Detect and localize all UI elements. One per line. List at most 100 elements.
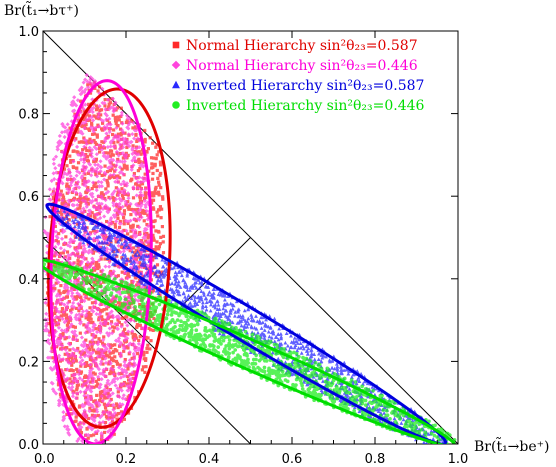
data-point — [84, 432, 89, 438]
data-point — [71, 300, 76, 306]
data-point — [142, 160, 146, 164]
data-point — [88, 162, 93, 167]
data-point — [53, 311, 57, 316]
data-point — [76, 346, 80, 351]
data-point — [86, 432, 91, 438]
data-point — [123, 320, 128, 325]
data-point — [113, 299, 117, 304]
data-point — [87, 248, 92, 253]
data-point — [58, 210, 62, 214]
data-point — [62, 334, 67, 339]
data-point — [97, 250, 102, 255]
data-point — [292, 350, 296, 355]
data-point — [68, 361, 73, 366]
data-point — [45, 317, 50, 322]
data-point — [78, 420, 83, 425]
data-point — [228, 311, 233, 315]
data-point — [65, 164, 69, 168]
data-point — [92, 236, 97, 241]
data-point — [130, 235, 134, 239]
data-point — [81, 250, 86, 256]
data-point — [102, 350, 106, 354]
data-point — [91, 359, 96, 364]
data-point — [103, 360, 109, 366]
data-point — [85, 158, 90, 163]
data-point — [129, 212, 133, 217]
data-point — [259, 326, 264, 330]
data-point — [50, 367, 55, 372]
data-point — [130, 158, 135, 163]
data-point — [95, 342, 100, 347]
data-point — [89, 268, 94, 273]
data-point — [60, 316, 65, 321]
data-point — [64, 313, 69, 317]
data-point — [188, 285, 193, 289]
data-point — [68, 174, 73, 179]
data-point — [101, 357, 105, 361]
data-point — [109, 240, 113, 244]
data-point — [103, 238, 108, 243]
data-point — [211, 294, 216, 299]
data-point — [131, 364, 136, 369]
data-point — [140, 193, 145, 198]
data-point — [135, 243, 139, 248]
data-point — [132, 336, 137, 342]
data-point — [130, 146, 135, 151]
data-point — [60, 307, 65, 311]
data-point — [338, 365, 343, 369]
data-point — [82, 196, 86, 200]
data-point — [109, 380, 115, 385]
data-point — [121, 259, 126, 264]
data-point — [88, 236, 93, 241]
data-point — [127, 207, 131, 211]
data-point — [74, 306, 78, 311]
data-point — [65, 291, 71, 296]
data-point — [228, 301, 233, 306]
data-point — [94, 115, 98, 119]
data-point — [125, 315, 129, 319]
data-point — [71, 358, 76, 364]
data-point — [65, 424, 70, 429]
data-point — [94, 431, 99, 435]
data-point — [118, 354, 123, 359]
data-point — [154, 288, 159, 293]
data-point — [222, 297, 227, 302]
data-point — [242, 308, 247, 313]
data-point — [77, 309, 81, 313]
data-point — [78, 193, 83, 198]
data-point — [94, 157, 99, 161]
data-point — [130, 249, 135, 254]
data-point — [100, 140, 104, 144]
data-point — [90, 409, 94, 413]
data-point — [311, 374, 316, 379]
data-point — [138, 230, 142, 235]
data-point — [278, 331, 283, 336]
data-point — [122, 141, 127, 146]
data-point — [149, 339, 153, 343]
data-point — [160, 225, 165, 229]
data-point — [95, 135, 99, 139]
data-point — [122, 212, 126, 216]
data-point — [68, 348, 72, 352]
data-point — [135, 185, 140, 190]
data-point — [238, 319, 243, 324]
data-point — [57, 133, 62, 139]
data-point — [100, 398, 105, 403]
data-point — [128, 377, 133, 382]
data-point — [125, 167, 129, 171]
data-point — [79, 175, 84, 180]
data-point — [49, 204, 54, 209]
data-point — [158, 173, 162, 177]
data-point — [91, 229, 96, 233]
data-point — [141, 260, 146, 264]
data-point — [97, 240, 102, 245]
data-point — [98, 164, 103, 169]
data-point — [82, 157, 87, 162]
data-point — [117, 237, 122, 242]
data-point — [75, 150, 79, 154]
data-point — [91, 180, 96, 185]
data-point — [90, 132, 95, 136]
data-point — [43, 228, 47, 234]
data-point — [90, 165, 95, 171]
data-point — [129, 226, 133, 230]
